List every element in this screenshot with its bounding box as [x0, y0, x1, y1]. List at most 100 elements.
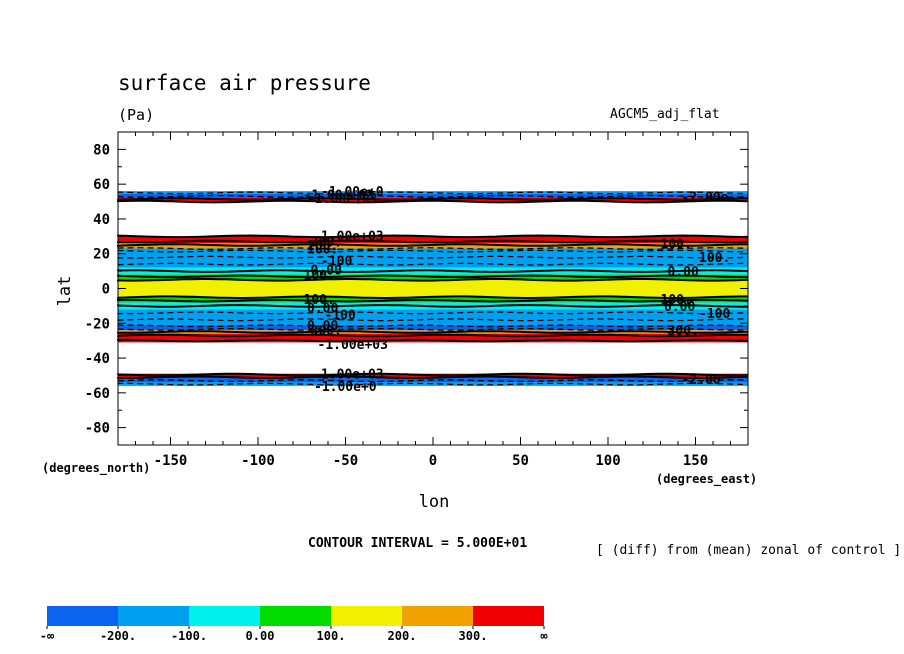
experiment-label: AGCM5_adj_flat — [610, 107, 720, 122]
contour-line-16 — [117, 304, 748, 308]
contour-line-4 — [117, 234, 749, 239]
x-tick-label: 150 — [683, 453, 708, 469]
contour-label-7: 100. — [307, 243, 338, 258]
colorbar-swatch-1 — [118, 606, 189, 626]
contour-label-19: -1.00e+03 — [318, 338, 388, 353]
x-unit-label: (degrees_east) — [656, 472, 757, 487]
chart-units: (Pa) — [118, 106, 154, 124]
colorbar-label-7: ∞ — [540, 629, 548, 643]
contour-line-6 — [117, 243, 748, 247]
contour-label-16: -100 — [325, 309, 356, 324]
x-tick-label: 50 — [512, 453, 529, 469]
contour-label-6: 200. — [307, 239, 338, 254]
y-tick-label: 80 — [93, 142, 110, 158]
contour-line-25 — [117, 375, 749, 379]
contour-label-8: -100 — [321, 255, 352, 270]
contour-line-12 — [117, 274, 748, 279]
contour-label-24: 1.00e+03 — [321, 368, 384, 383]
contour-label-26: -2.00 — [682, 373, 721, 388]
contour-line-9 — [117, 255, 749, 259]
contour-line-5 — [117, 239, 749, 244]
colorbar-label-0: -∞ — [40, 629, 55, 643]
contour-label-5: 300. — [311, 236, 342, 251]
contour-label-2: -1.00e+03 — [304, 189, 374, 204]
colorbar-swatch-6 — [473, 606, 544, 626]
contour-label-23: 300. — [668, 324, 699, 339]
contour-label-0: -1.00e+0 — [321, 185, 384, 200]
y-tick-label: 20 — [93, 247, 110, 263]
x-axis-label: lon — [419, 492, 450, 512]
y-tick-label: -60 — [85, 386, 110, 402]
colorbar-label-5: 200. — [388, 629, 417, 643]
y-axis-ticks: 80 60 40 20 0 -20 -40 -60 -80 — [85, 131, 748, 446]
contour-line-23 — [117, 338, 749, 343]
contour-line-24 — [117, 372, 749, 377]
contour-label-4: 1.00e+03 — [321, 229, 384, 244]
x-tick-label: -50 — [333, 453, 358, 469]
contour-line-27 — [117, 382, 749, 386]
contour-label-10: 100. — [304, 269, 335, 284]
colorbar-label-2: -100. — [171, 629, 207, 643]
contour-line-2 — [117, 197, 749, 201]
y-tick-label: 40 — [93, 212, 110, 228]
colorbar-swatch-4 — [331, 606, 402, 626]
contour-line-18 — [117, 318, 748, 322]
contour-interval: CONTOUR INTERVAL = 5.000E+01 — [308, 536, 527, 551]
contour-label-22: -100 — [699, 307, 730, 322]
contour-line-22 — [117, 333, 748, 338]
contour-band-5 — [118, 248, 748, 252]
contour-label-13: 0.00 — [668, 265, 699, 280]
x-axis-ticks: -150 -100 -50 0 50 100 150 — [117, 132, 749, 469]
x-tick-label: -100 — [241, 453, 275, 469]
contour-line-7 — [117, 247, 749, 250]
contour-label-14: 100. — [304, 293, 335, 308]
colorbar-swatch-2 — [189, 606, 260, 626]
colorbar: -∞ -200. -100. 0.00 100. 200. 300. ∞ — [40, 606, 548, 643]
contour-label-25: -1.00e+0 — [314, 380, 377, 395]
contour-band-15 — [118, 333, 748, 343]
contour-label-17: 0.00 — [307, 319, 338, 334]
contour-line-21 — [117, 330, 749, 334]
y-tick-label: -40 — [85, 351, 110, 367]
contour-line-14 — [117, 295, 748, 299]
colorbar-label-4: 100. — [317, 629, 346, 643]
x-tick-label: 0 — [429, 453, 437, 469]
contour-line-11 — [117, 269, 749, 273]
contour-line-13 — [117, 278, 749, 282]
y-tick-label: -80 — [85, 421, 110, 437]
y-unit-label: (degrees_north) — [42, 461, 150, 476]
contour-band-3 — [118, 236, 748, 244]
contour-label-3: -2.00e — [682, 190, 729, 205]
colorbar-label-6: 300. — [459, 629, 488, 643]
contour-line-19 — [117, 324, 749, 328]
contour-label-9: 0.00 — [311, 263, 342, 278]
contour-label-21: 0.00 — [664, 300, 695, 315]
colorbar-label-1: -200. — [100, 629, 136, 643]
contour-band-9 — [118, 279, 748, 298]
y-tick-label: 0 — [102, 282, 110, 298]
contour-line-10 — [117, 262, 748, 266]
contour-line-8 — [117, 249, 749, 253]
y-axis-label: lat — [55, 276, 75, 307]
y-tick-label: -20 — [85, 316, 110, 332]
contour-line-3 — [117, 199, 749, 204]
colorbar-label-3: 0.00 — [246, 629, 275, 643]
contour-line-17 — [117, 311, 749, 315]
contour-line-15 — [117, 298, 749, 303]
y-tick-label: 60 — [93, 177, 110, 193]
colorbar-swatch-3 — [260, 606, 331, 626]
contour-label-18: 300. — [311, 324, 342, 339]
contour-label-20: 100. — [661, 293, 692, 308]
contour-fill-bands — [118, 191, 748, 386]
contour-band-6 — [118, 251, 748, 268]
contour-band-13 — [118, 325, 748, 331]
contour-labels: -1.00e+0-1.00e+03-1.00e+03 -2.00e1.00e+03… — [304, 185, 731, 395]
contour-line-1 — [117, 194, 749, 198]
x-tick-label: 100 — [595, 453, 620, 469]
contour-lines — [117, 191, 749, 386]
contour-line-26 — [117, 379, 749, 383]
colorbar-swatch-5 — [402, 606, 473, 626]
contour-band-1 — [118, 193, 748, 198]
difference-note: [ (diff) from (mean) zonal of control ] — [596, 543, 901, 558]
